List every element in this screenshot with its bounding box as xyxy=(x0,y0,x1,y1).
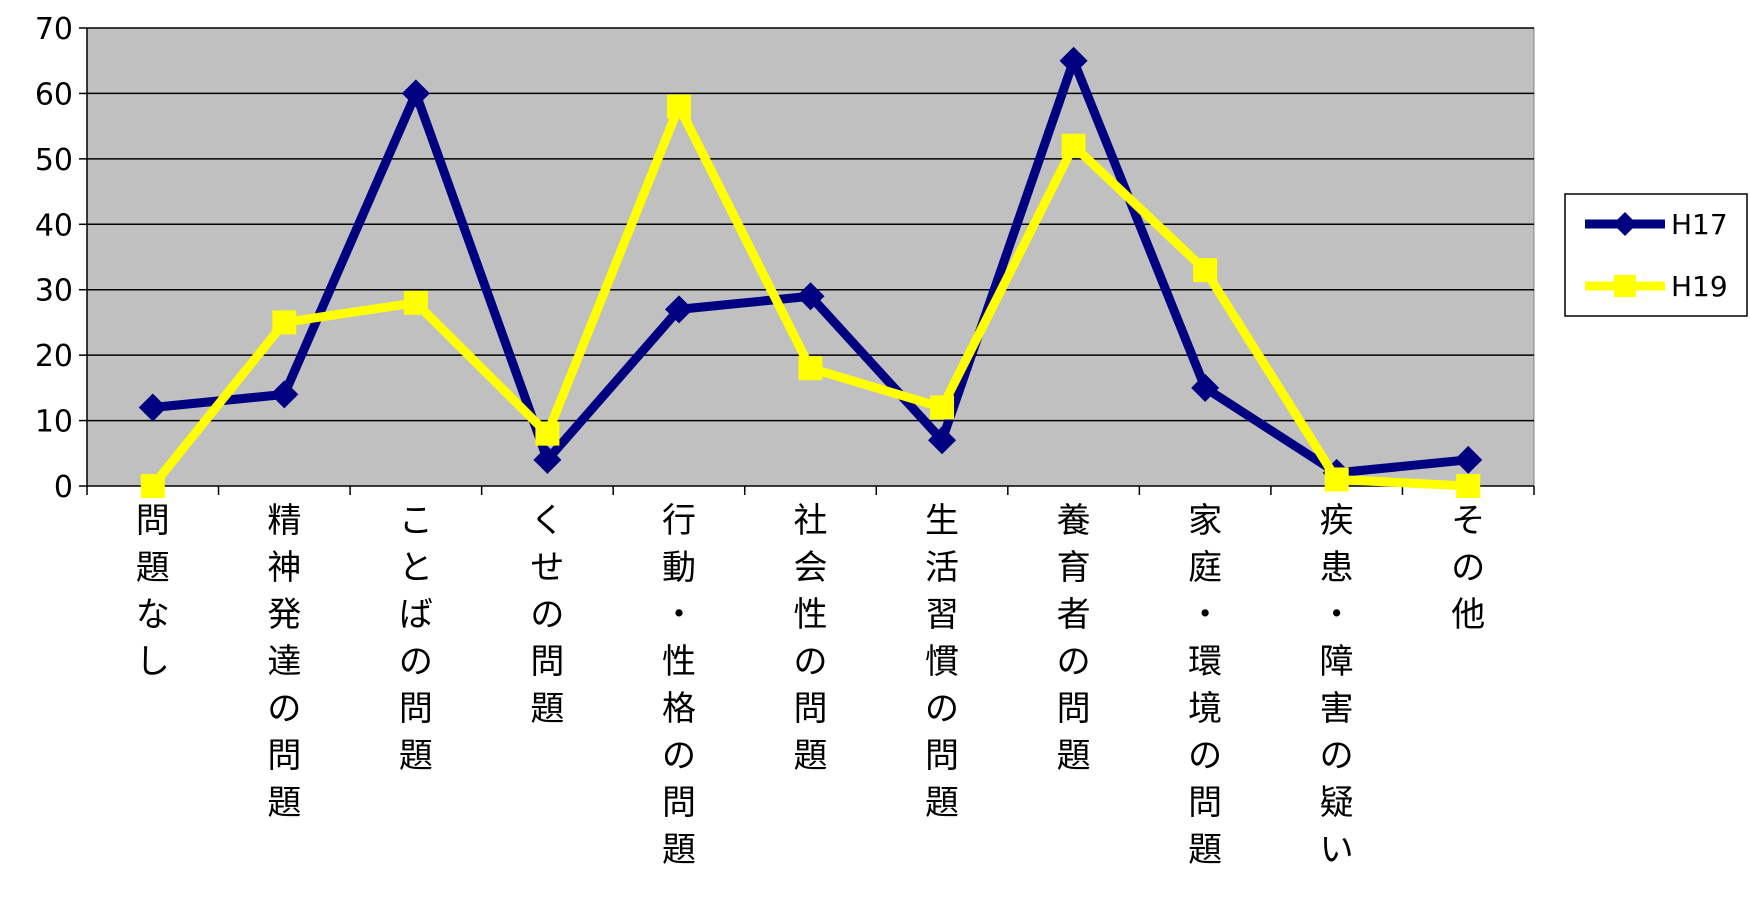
point-marker xyxy=(272,310,297,335)
legend-label: H19 xyxy=(1671,270,1728,303)
point-marker xyxy=(140,474,165,498)
x-axis: 問題なし 精神発達の問題 ことばの問題 くせの問題 行動・性格の問題 社会性の問題 生活習慣… xyxy=(86,485,1535,870)
point-marker xyxy=(1191,373,1220,402)
x-tick-label: 社会性の問題 xyxy=(794,501,828,776)
x-tick-label: 疾患・障害の疑い xyxy=(1320,501,1354,870)
x-tick-label: 家庭・環境の問題 xyxy=(1188,501,1222,870)
y-tick-label: 10 xyxy=(35,405,73,440)
y-axis: 0 10 20 30 40 50 60 70 xyxy=(35,12,88,505)
legend-box xyxy=(1564,193,1748,317)
point-marker xyxy=(798,356,823,381)
legend-label: H17 xyxy=(1671,208,1728,241)
y-tick-label: 20 xyxy=(35,339,73,374)
point-marker xyxy=(1324,467,1349,492)
point-marker xyxy=(1454,445,1483,474)
point-marker xyxy=(1061,133,1086,158)
x-tick-label: ことばの問題 xyxy=(399,501,433,776)
y-tick-label: 50 xyxy=(35,143,73,178)
point-marker xyxy=(270,380,299,409)
point-marker xyxy=(1456,474,1481,498)
point-marker xyxy=(533,445,562,474)
point-marker xyxy=(401,79,430,108)
point-marker xyxy=(664,295,693,324)
legend: H17 H19 xyxy=(1564,193,1748,317)
x-tick-label: 行動・性格の問題 xyxy=(662,501,696,870)
point-marker xyxy=(1193,258,1218,283)
point-marker xyxy=(403,290,428,315)
x-tick-label: くせの問題 xyxy=(530,501,564,729)
x-tick-label: その他 xyxy=(1451,501,1485,635)
series-layer xyxy=(138,46,1483,498)
plot-area xyxy=(86,27,1535,487)
y-tick-label: 40 xyxy=(35,208,73,243)
x-tick-label: 精神発達の問題 xyxy=(267,501,301,823)
y-tick-label: 60 xyxy=(35,77,73,112)
x-tick-label: 生活習慣の問題 xyxy=(925,501,959,823)
y-tick-label: 0 xyxy=(54,470,73,505)
x-tick-label: 問題なし xyxy=(136,501,170,682)
point-marker xyxy=(1059,46,1088,75)
y-tick-label: 70 xyxy=(35,12,73,47)
point-marker xyxy=(138,393,167,422)
point-marker xyxy=(928,426,957,455)
point-marker xyxy=(535,421,560,446)
point-marker xyxy=(666,94,691,119)
legend-swatch-marker xyxy=(1614,275,1636,297)
x-tick-label: 養育者の問題 xyxy=(1057,501,1091,776)
legend-swatch-marker xyxy=(1613,212,1637,236)
point-marker xyxy=(796,282,825,311)
point-marker xyxy=(930,395,955,420)
y-tick-label: 30 xyxy=(35,274,73,309)
